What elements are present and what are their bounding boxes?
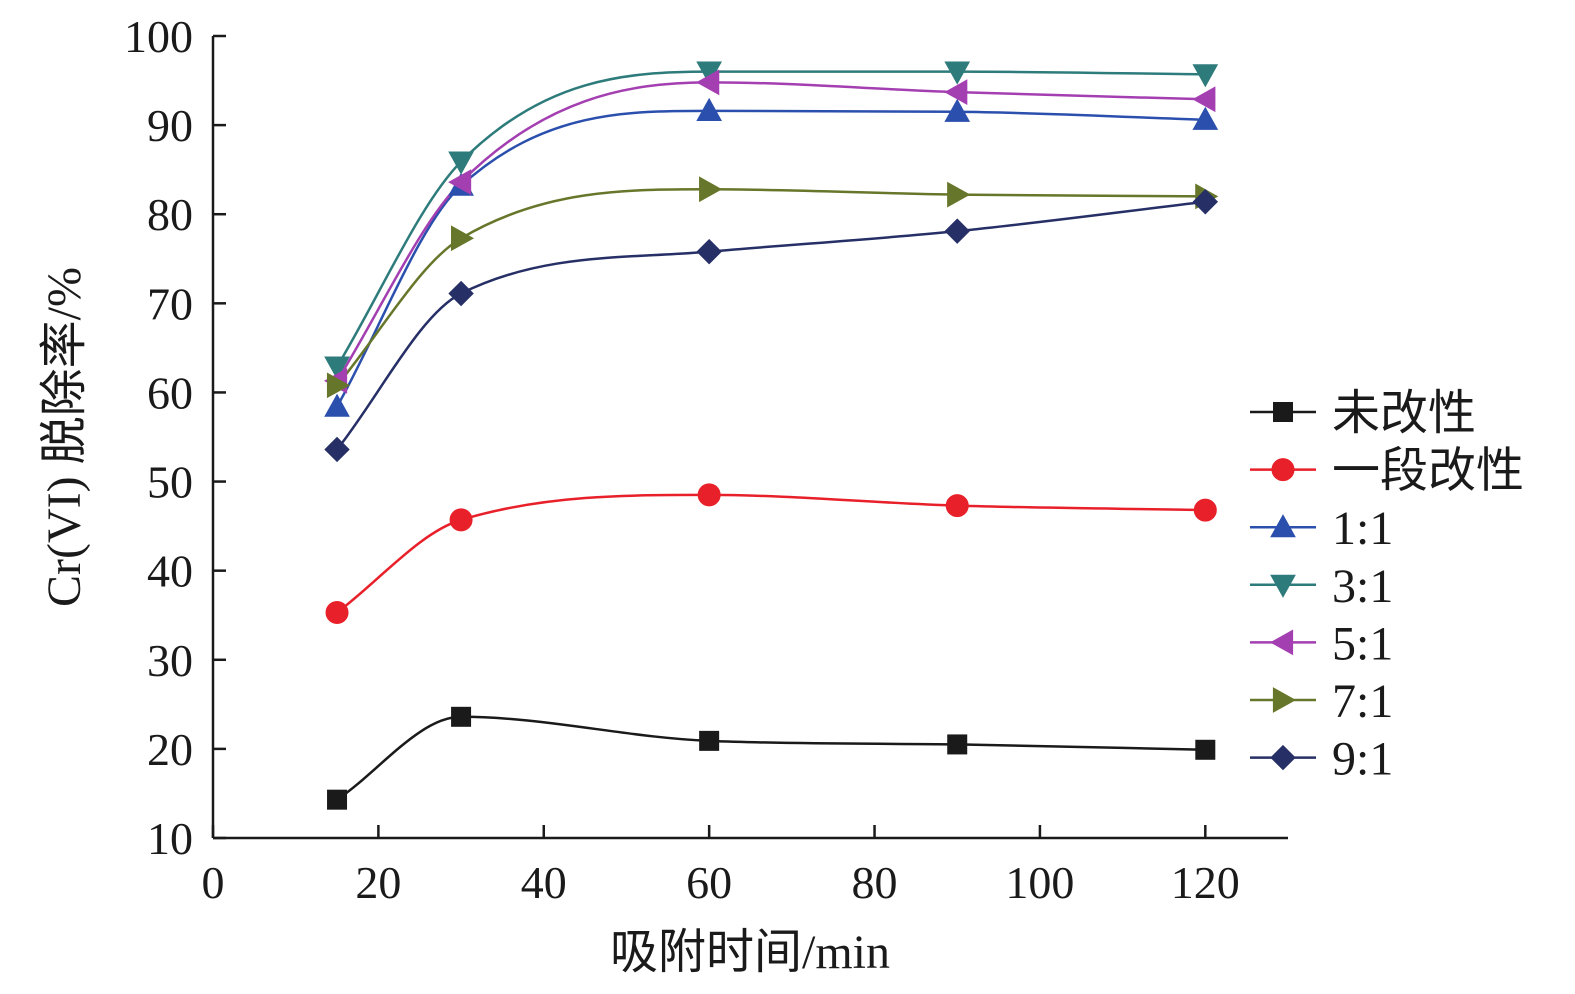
y-tick-label: 40 (147, 546, 193, 597)
legend-label: 5:1 (1332, 617, 1393, 670)
legend-marker (1269, 629, 1294, 656)
legend-item: 未改性 (1250, 387, 1476, 440)
data-point (1192, 189, 1219, 215)
data-point (696, 69, 720, 96)
legend-label: 7:1 (1332, 675, 1393, 728)
series-line-4 (335, 81, 1206, 382)
y-tick-label: 10 (147, 813, 193, 864)
legend-item: 1:1 (1250, 502, 1393, 555)
data-point (1193, 498, 1217, 522)
legend-item: 3:1 (1250, 560, 1393, 613)
y-tick-label: 100 (124, 11, 193, 62)
legend-marker (1273, 402, 1293, 422)
data-point (449, 508, 473, 532)
data-point (327, 789, 348, 810)
y-tick-label: 50 (147, 457, 193, 508)
legend-label: 9:1 (1332, 733, 1393, 786)
y-tick-label: 80 (147, 189, 193, 240)
x-tick-label: 80 (852, 857, 898, 908)
y-tick-label: 70 (147, 278, 193, 329)
y-axis-ticks: 10 20 30 40 50 60 70 80 90 100 (124, 11, 226, 864)
axes (211, 36, 1288, 840)
data-point (448, 151, 474, 175)
data-point (450, 225, 475, 252)
x-tick-label: 40 (521, 857, 567, 908)
legend-item: 7:1 (1250, 675, 1393, 728)
legend-marker (1270, 574, 1296, 598)
legend-marker (1270, 744, 1296, 771)
data-point (944, 61, 971, 85)
x-tick-label: 0 (202, 857, 225, 908)
data-point (326, 372, 351, 399)
data-point (1192, 64, 1219, 88)
data-point (696, 238, 722, 265)
data-point (448, 280, 474, 307)
data-point (1195, 739, 1216, 760)
data-point (697, 483, 721, 507)
data-point (947, 734, 968, 755)
data-point (1192, 86, 1216, 113)
x-tick-label: 20 (355, 857, 401, 908)
x-tick-label: 60 (686, 857, 732, 908)
legend-marker (1270, 514, 1296, 538)
data-point (944, 218, 970, 244)
x-axis-title: 吸附时间/min (610, 926, 890, 979)
x-axis-ticks: 0 20 40 60 80 100 120 (202, 825, 1240, 908)
y-tick-label: 20 (147, 724, 193, 775)
legend-item: 5:1 (1250, 617, 1393, 670)
legend-label: 一段改性 (1332, 445, 1524, 498)
data-point (944, 98, 971, 122)
data-point (325, 601, 349, 625)
legend-label: 1:1 (1332, 502, 1393, 555)
data-point (947, 181, 971, 208)
legend-marker (1272, 687, 1297, 713)
x-tick-label: 100 (1005, 857, 1074, 908)
data-point (324, 436, 350, 463)
data-point (944, 79, 968, 105)
data-point (696, 97, 723, 121)
legend-label: 3:1 (1332, 560, 1393, 613)
data-point (699, 730, 720, 751)
data-markers (324, 61, 1219, 810)
x-tick-label: 120 (1171, 857, 1240, 908)
data-point (324, 356, 350, 380)
data-point (945, 494, 969, 518)
y-tick-label: 60 (147, 367, 193, 418)
legend-label: 未改性 (1332, 387, 1476, 440)
legend-item: 一段改性 (1250, 445, 1524, 498)
data-point (1192, 106, 1219, 130)
y-tick-label: 90 (147, 100, 193, 151)
series-line-0 (336, 715, 1206, 801)
data-point (451, 706, 472, 727)
data-point (324, 393, 350, 417)
data-point (699, 176, 723, 203)
data-point (448, 169, 472, 195)
y-axis-title: Cr(VI) 脱除率/% (38, 267, 91, 607)
y-tick-label: 30 (147, 635, 193, 686)
legend-marker (1271, 458, 1295, 482)
legend-item: 9:1 (1250, 733, 1393, 786)
